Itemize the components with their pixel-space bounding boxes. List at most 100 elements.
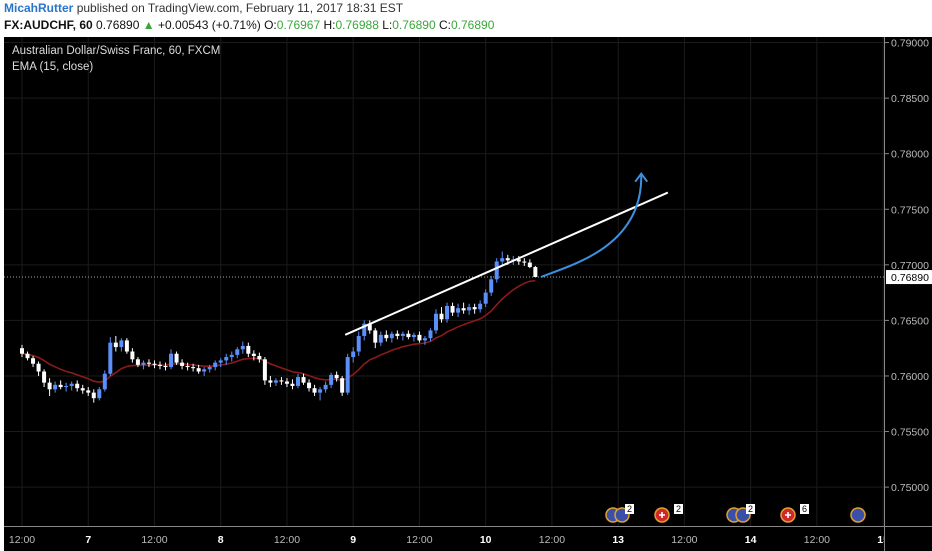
plus-event-icon[interactable]: 6 — [780, 504, 809, 523]
plus-event-icon[interactable]: 2 — [654, 504, 683, 523]
candle-body — [158, 364, 162, 366]
candle-body — [97, 389, 102, 399]
x-tick-label: 15 — [877, 534, 884, 546]
chart-plot-area[interactable]: 2 2 2 6 — [4, 37, 884, 526]
candle-body — [516, 259, 521, 262]
candle-body — [69, 383, 74, 386]
candle-body — [505, 258, 510, 261]
flag-event-icon[interactable]: 2 — [605, 504, 634, 523]
candle — [522, 258, 527, 266]
candle-body — [434, 313, 438, 331]
candle-body — [340, 378, 345, 393]
candle-body — [31, 358, 36, 364]
candle — [235, 347, 240, 359]
candle-body — [262, 359, 267, 381]
publish-text: published on TradingView.com, February 1… — [76, 1, 404, 15]
x-tick-label: 8 — [218, 534, 224, 546]
candle — [64, 382, 69, 392]
axis-corner — [884, 526, 932, 551]
candle — [494, 258, 499, 283]
time-axis[interactable]: 12:00 7 12:00 8 12:00 9 12:00 10 12:00 13 12:00 14 1… — [4, 526, 884, 551]
price-axis-labels: 0.79000 0.78500 0.78000 0.77500 0.77000 0.765… — [885, 38, 932, 494]
plus-sign — [785, 512, 791, 518]
candle-body — [152, 363, 157, 365]
candle-body — [240, 345, 245, 350]
x-tick-label: 12:00 — [539, 534, 565, 546]
y-tick-label: 0.78000 — [891, 149, 929, 161]
candle-body — [472, 307, 477, 310]
candle-body — [500, 258, 505, 262]
event-count-badge — [625, 504, 634, 514]
candle — [279, 377, 284, 385]
candle — [400, 331, 405, 341]
candle — [163, 362, 168, 371]
x-tick-label: 12:00 — [671, 534, 697, 546]
candle — [351, 347, 356, 363]
candle-body — [169, 353, 174, 368]
price-axis[interactable]: 0.79000 0.78500 0.78000 0.77500 0.77000 0.765… — [884, 37, 932, 526]
candle-body — [235, 349, 240, 355]
candle — [58, 380, 63, 390]
candle — [284, 378, 289, 388]
candle — [367, 320, 372, 334]
event-count: 6 — [802, 504, 807, 514]
candle — [373, 328, 378, 349]
event-count: 2 — [748, 504, 753, 514]
candle-body — [135, 359, 140, 365]
candle-body — [141, 362, 146, 365]
candle — [262, 357, 267, 385]
candle — [91, 389, 96, 403]
event-count-badge — [746, 504, 755, 514]
candle — [130, 348, 135, 363]
x-tick-label: 13 — [612, 534, 624, 546]
candle-body — [284, 381, 289, 384]
candle-body — [196, 368, 201, 372]
candle — [218, 358, 223, 368]
y-tick-label: 0.79000 — [891, 38, 929, 50]
candle-body — [42, 371, 47, 383]
candle-body — [20, 348, 24, 354]
candle — [334, 371, 339, 382]
candle — [135, 357, 140, 368]
candle-body — [229, 354, 234, 358]
candle — [428, 328, 433, 342]
candle-body — [318, 389, 323, 393]
candle — [25, 351, 30, 361]
candle — [478, 300, 483, 313]
candle-body — [185, 365, 190, 368]
candle-body — [202, 369, 207, 372]
candle — [75, 380, 80, 392]
candle — [290, 379, 295, 390]
quote-line: FX:AUDCHF, 60 0.76890 ▲ +0.00543 (+0.71%… — [4, 18, 494, 32]
candle — [345, 353, 350, 395]
candle-body — [467, 307, 472, 311]
current-price-badge — [886, 270, 932, 285]
price-chart: 2 2 2 6 — [4, 37, 884, 526]
candle-body — [323, 384, 328, 390]
candle-body — [351, 351, 356, 358]
low-value: 0.76890 — [392, 18, 436, 32]
flag-event-icon[interactable] — [850, 507, 866, 523]
event-count: 2 — [627, 504, 632, 514]
publish-info: MicahRutter published on TradingView.com… — [4, 1, 403, 15]
candle — [395, 330, 400, 340]
x-tick-label: 10 — [480, 534, 492, 546]
candle-body — [422, 338, 427, 341]
candle — [80, 384, 85, 394]
candle-body — [450, 305, 455, 313]
candle — [240, 341, 245, 354]
x-tick-label: 12:00 — [9, 534, 35, 546]
candle — [213, 360, 218, 371]
candle — [191, 363, 196, 372]
flag-icon — [850, 507, 866, 523]
flag-event-icon[interactable]: 2 — [726, 504, 755, 523]
candle-body — [445, 305, 450, 320]
author-link[interactable]: MicahRutter — [4, 1, 74, 15]
candle — [461, 302, 466, 314]
event-count: 2 — [676, 504, 681, 514]
candle — [445, 302, 450, 323]
candle — [169, 349, 174, 370]
candle — [251, 350, 256, 361]
candle-body — [389, 333, 394, 339]
candle — [467, 303, 472, 315]
